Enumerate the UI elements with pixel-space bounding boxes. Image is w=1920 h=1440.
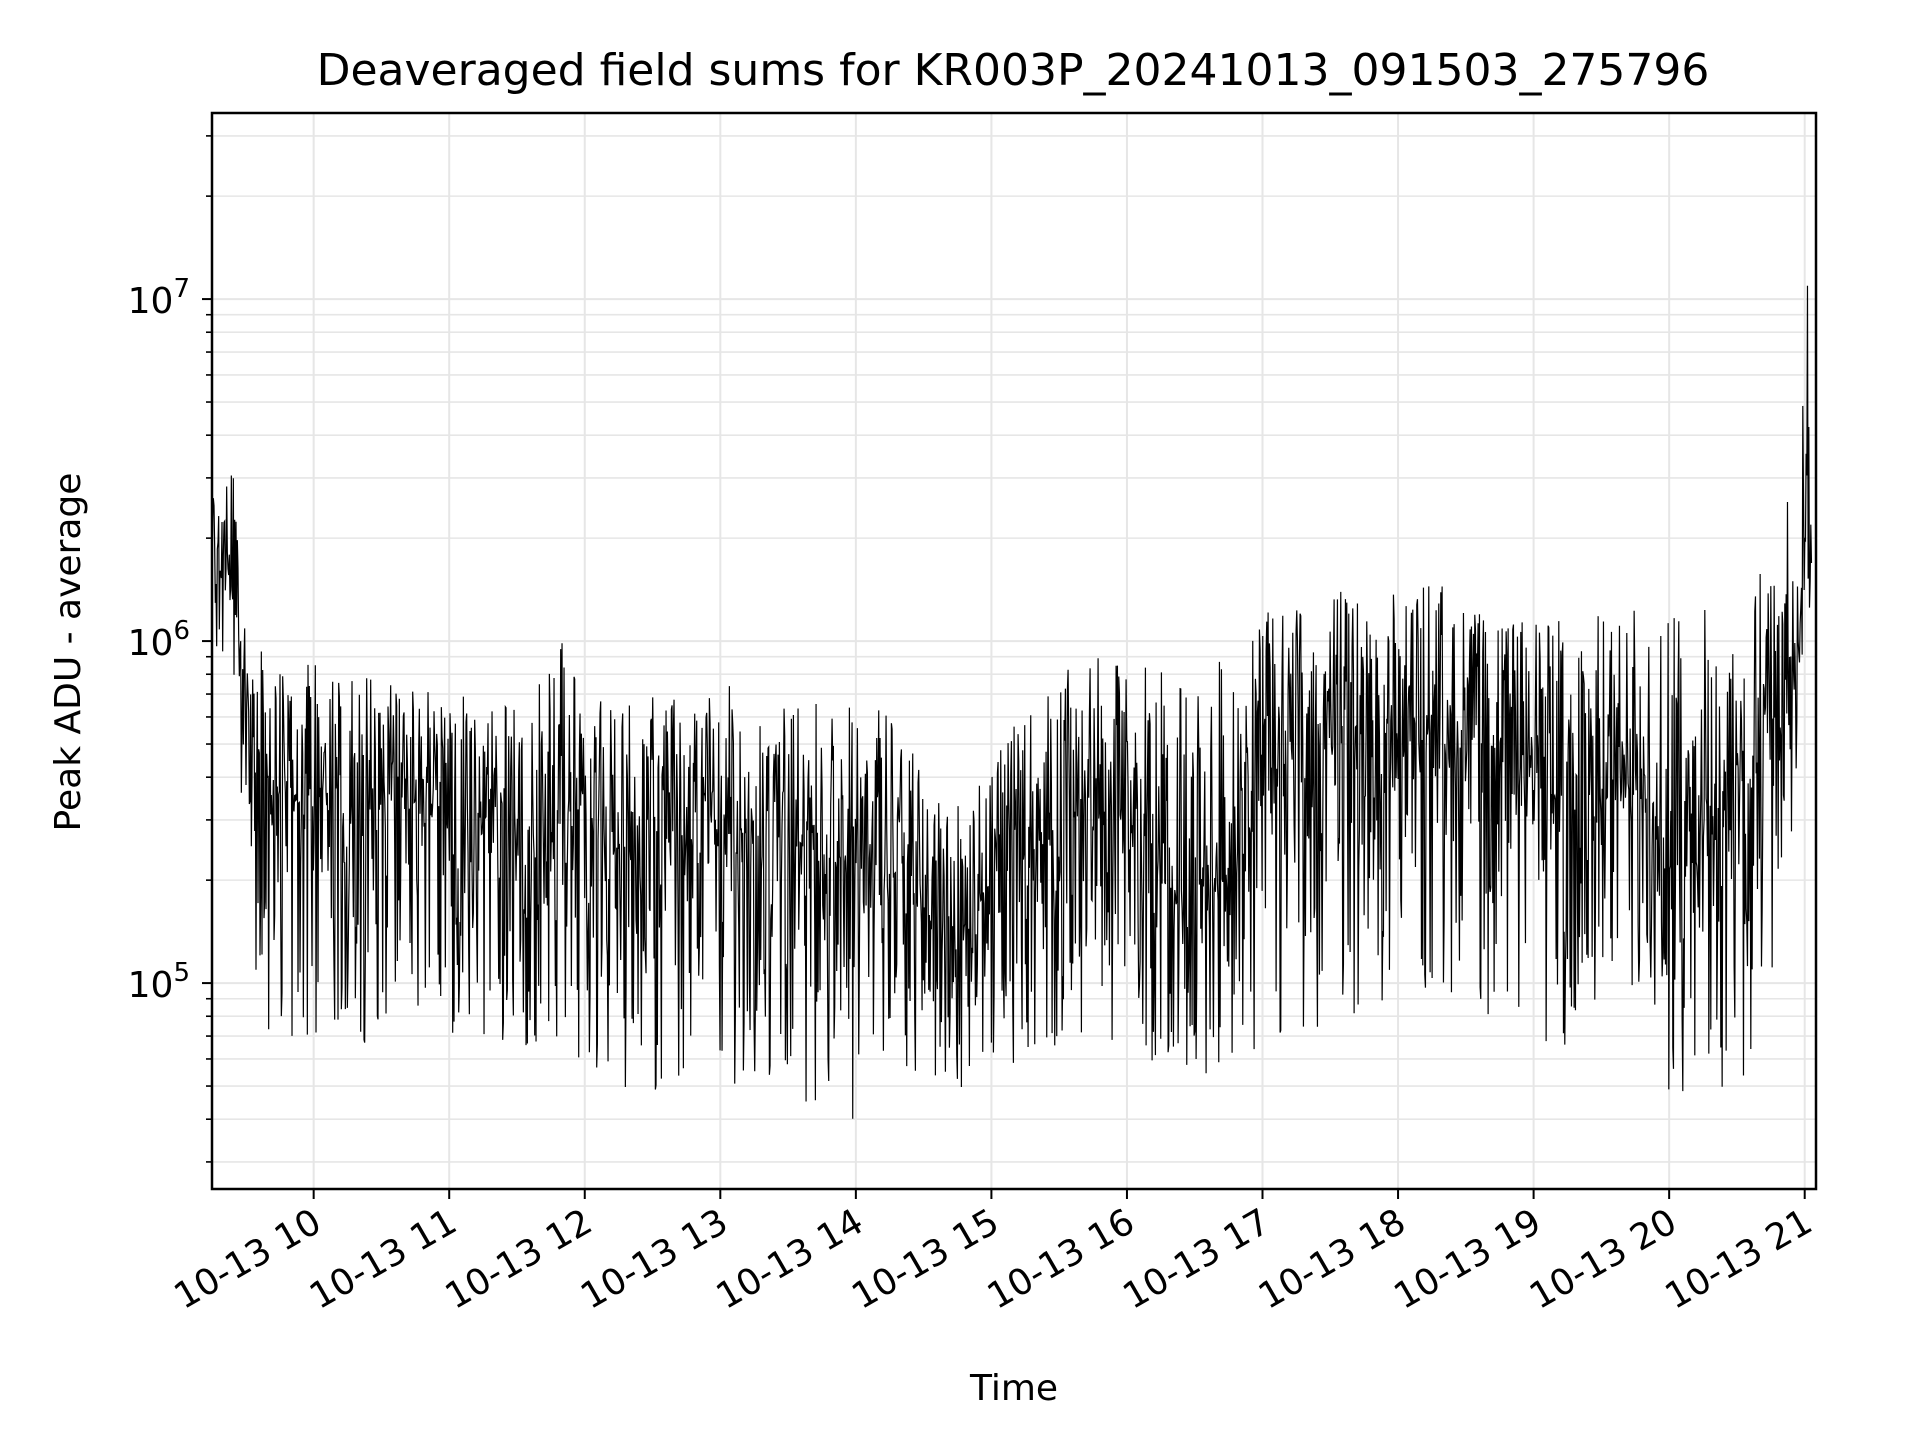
y-tick-label: 105 [128, 958, 190, 1006]
y-tick-label: 107 [128, 274, 190, 322]
series-line [211, 285, 1813, 1119]
chart-title: Deaveraged field sums for KR003P_2024101… [317, 45, 1710, 96]
x-axis-label: Time [969, 1368, 1058, 1409]
plot-frame [210, 111, 1818, 1191]
y-axis: 105 106 107 [128, 135, 212, 1163]
y-tick-label: 106 [128, 616, 190, 664]
series-group [211, 285, 1813, 1119]
y-axis-label: Peak ADU - average [48, 473, 89, 832]
